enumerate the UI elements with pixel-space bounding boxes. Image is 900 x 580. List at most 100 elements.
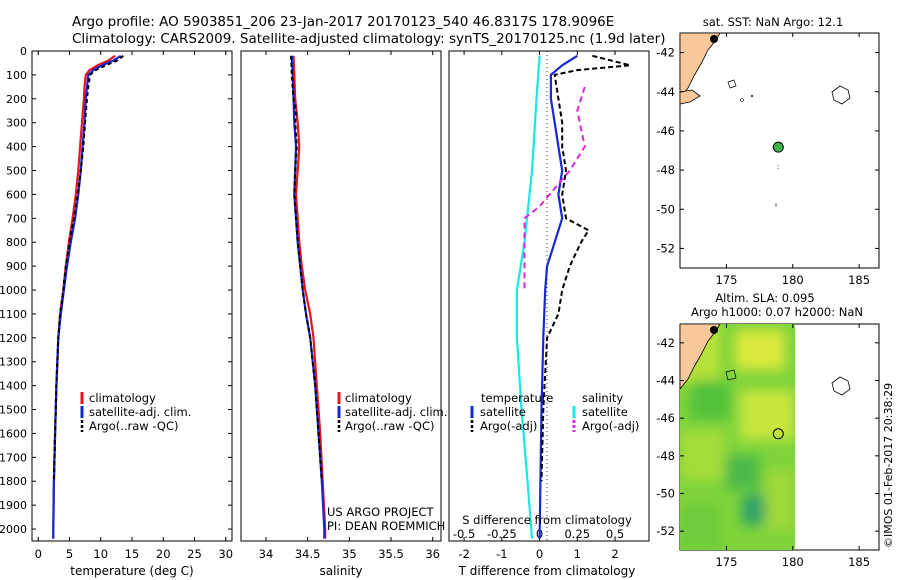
depth-tick-label: 100 <box>6 69 27 82</box>
legend-label-t-satellite: satellite <box>480 405 526 419</box>
x-tick-label: 5 <box>66 547 73 561</box>
depth-tick-label: 200 <box>6 93 27 106</box>
x-tick-label: 36 <box>425 547 440 561</box>
difference-legend: temperature satellite Argo(-adj) salinit… <box>470 391 639 433</box>
sst-map-panel: sat. SST: NaN Argo: 12.1 -42 -44 -46 -48 -50… <box>656 15 880 287</box>
depth-tick-label: 1100 <box>0 308 27 321</box>
depth-tick-label: 700 <box>6 212 27 225</box>
depth-tick-label: 900 <box>6 260 27 273</box>
depth-tick-label: 1500 <box>0 404 27 417</box>
depth-tick-label: 1000 <box>0 284 27 297</box>
depth-tick-label: 2000 <box>0 523 27 536</box>
series-line-climatology <box>292 55 327 539</box>
difference-profiles <box>515 54 632 539</box>
sla-map-title1: Altim. SLA: 0.095 <box>715 291 814 305</box>
s-difference-tick-label: 0.25 <box>564 527 590 541</box>
x-tick-label: 35.5 <box>378 547 404 561</box>
lat-tick-label: -44 <box>656 374 675 388</box>
legend-label-satellite: satellite-adj. clim. <box>89 405 191 419</box>
legend-label-argo: Argo(..raw -QC) <box>89 419 179 433</box>
chatham-islands <box>831 376 851 396</box>
s-difference-tick-label: -0.5 <box>453 527 475 541</box>
x-tick-label: 20 <box>156 547 171 561</box>
land-marker <box>710 35 718 43</box>
argo-float-marker <box>772 428 784 440</box>
x-tick-label: 2 <box>611 547 618 561</box>
new-zealand-coast <box>679 323 721 391</box>
islet-dot <box>740 98 744 102</box>
lat-tick-label: -46 <box>656 124 675 138</box>
temperature-panel-frame <box>31 50 233 542</box>
salinity-xlabel: salinity <box>319 564 362 578</box>
lat-tick-label: -52 <box>656 241 675 255</box>
salinity-legend: climatology satellite-adj. clim. Argo(..… <box>337 391 447 433</box>
salinity-axis: 34 34.5 35 35.5 36 <box>259 51 440 561</box>
temperature-legend: climatology satellite-adj. clim. Argo(..… <box>80 391 191 433</box>
depth-tick-label: 1400 <box>0 380 27 393</box>
depth-tick-label: 800 <box>6 236 27 249</box>
depth-tick-label: 500 <box>6 165 27 178</box>
depth-tick-label: 1300 <box>0 356 27 369</box>
temperature-panel: 0100200300400500600700800900100011001200… <box>0 45 649 578</box>
x-tick-label: 10 <box>93 547 108 561</box>
lon-tick-label: 175 <box>715 273 737 287</box>
land-marker <box>710 326 718 334</box>
islet-outline <box>725 369 737 381</box>
s-difference-label: S difference from climatology <box>462 513 632 527</box>
salinity-profiles <box>290 55 327 539</box>
series-line-salinity-satellite <box>515 55 541 539</box>
figure-title-line2: Climatology: CARS2009. Satellite-adjuste… <box>72 31 665 47</box>
series-line-argo-adj- <box>540 54 632 482</box>
figure-title-line1: Argo profile: AO 5903851_206 23-Jan-2017… <box>72 14 614 30</box>
x-tick-label: 15 <box>125 547 140 561</box>
temperature-xlabel: temperature (deg C) <box>70 564 193 578</box>
s-difference-tick-label: -0.25 <box>487 527 517 541</box>
depth-tick-label: 400 <box>6 141 27 154</box>
depth-tick-label: 600 <box>6 188 27 201</box>
depth-tick-label: 1700 <box>0 451 27 464</box>
x-tick-label: 0 <box>35 547 42 561</box>
imos-timestamp: ©IMOS 01-Feb-2017 20:38:29 <box>882 383 895 548</box>
lat-tick-label: -48 <box>656 449 675 463</box>
temperature-axis: 0 5 10 15 20 25 30 <box>35 51 233 561</box>
sla-map-axes: -42 -44 -46 -48 -50 -52 175 180 185 <box>656 324 879 569</box>
lat-tick-label: -50 <box>656 487 675 501</box>
x-tick-label: 1 <box>574 547 581 561</box>
depth-tick-label: 300 <box>6 117 27 130</box>
legend-label-argo: Argo(..raw -QC) <box>345 419 435 433</box>
salinity-panel: 34 34.5 35 35.5 36 salinity climatology sate… <box>240 50 447 578</box>
series-line-satellite <box>538 54 578 539</box>
series-line-argo-raw-qc- <box>290 55 323 482</box>
lat-tick-label: -52 <box>656 524 675 538</box>
legend-label-climatology: climatology <box>345 391 412 405</box>
sst-map-axes: -42 -44 -46 -48 -50 -52 175 180 185 <box>656 33 879 287</box>
x-tick-label: -2 <box>458 547 469 561</box>
x-tick-label: 25 <box>187 547 202 561</box>
lat-tick-label: -42 <box>656 336 675 350</box>
difference-panel-frame <box>448 50 650 542</box>
lon-tick-label: 185 <box>848 273 870 287</box>
lon-tick-label: 180 <box>782 555 804 569</box>
credit-pi: PI: DEAN ROEMMICH <box>327 519 445 533</box>
depth-tick-label: 0 <box>20 45 27 58</box>
t-difference-axis: -2 -1 0 1 2 <box>458 51 619 561</box>
lat-tick-label: -44 <box>656 85 675 99</box>
lon-tick-label: 175 <box>715 555 737 569</box>
argo-float-marker <box>772 141 784 153</box>
depth-tick-label: 1600 <box>0 427 27 440</box>
lat-tick-label: -50 <box>656 202 675 216</box>
lon-tick-label: 185 <box>848 555 870 569</box>
islet-outline <box>727 79 737 89</box>
legend-heading-temperature: temperature <box>481 391 553 405</box>
x-tick-label: 30 <box>218 547 233 561</box>
depth-tick-label: 1900 <box>0 499 27 512</box>
depth-tick-label: 1200 <box>0 332 27 345</box>
islet-dot <box>751 95 753 97</box>
x-tick-label: 34.5 <box>295 547 321 561</box>
s-difference-tick-label: 0.5 <box>606 527 624 541</box>
series-line-salinity-argo-adj- <box>523 86 586 290</box>
legend-label-s-satellite: satellite <box>582 405 628 419</box>
sla-map-panel: Altim. SLA: 0.095 Argo h1000: 0.07 h2000… <box>656 291 880 569</box>
sla-map-title2: Argo h1000: 0.07 h2000: NaN <box>691 305 863 319</box>
